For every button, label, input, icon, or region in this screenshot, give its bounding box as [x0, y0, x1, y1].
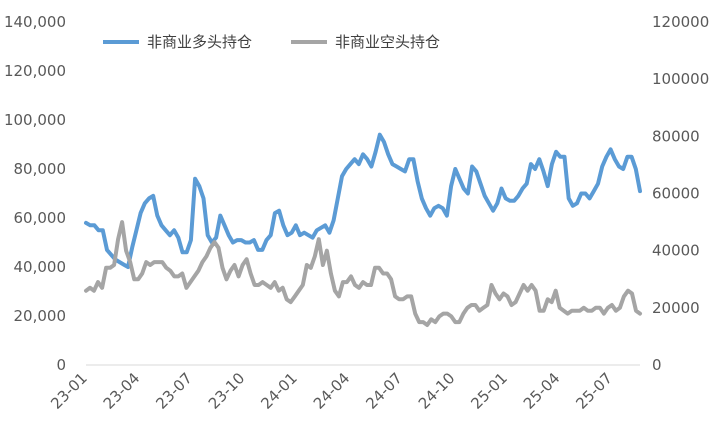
right-y-tick-label: 120000: [652, 13, 709, 31]
left-y-tick-label: 120,000: [4, 62, 66, 80]
x-tick-label: 24-10: [415, 369, 459, 413]
right-y-tick-label: 60000: [652, 185, 700, 203]
left-y-tick-label: 80,000: [14, 160, 67, 178]
left-y-tick-label: 20,000: [14, 307, 67, 325]
series-line-long: [84, 132, 642, 269]
legend-label-long: 非商业多头持仓: [147, 33, 252, 51]
x-tick-label: 24-07: [362, 369, 406, 413]
right-y-tick-label: 100000: [652, 70, 709, 88]
x-tick-label: 25-07: [572, 369, 616, 413]
right-y-tick-label: 20000: [652, 299, 700, 317]
x-tick-label: 23-10: [205, 369, 249, 413]
left-y-tick-label: 140,000: [4, 13, 66, 31]
x-tick-label: 23-07: [152, 369, 196, 413]
right-y-tick-label: 0: [652, 356, 662, 374]
x-tick-label: 23-01: [47, 369, 91, 413]
x-tick-label: 25-04: [520, 369, 564, 413]
x-axis: 23-01 23-04 23-07 23-10 24-01 24-04 24-07 24-10…: [47, 369, 616, 413]
series-line-short: [84, 220, 642, 327]
legend-label-short: 非商业空头持仓: [335, 33, 440, 51]
left-y-tick-label: 100,000: [4, 111, 66, 129]
right-y-axis: 0 20000 40000 60000 80000 100000 120000: [652, 13, 709, 374]
x-tick-label: 24-04: [310, 369, 354, 413]
x-tick-label: 25-01: [467, 369, 511, 413]
right-y-tick-label: 80000: [652, 127, 700, 145]
series-lines: [84, 132, 642, 327]
legend: 非商业多头持仓 非商业空头持仓: [103, 33, 440, 51]
left-y-axis: 0 20,000 40,000 60,000 80,000 100,000 120,000 1…: [4, 13, 66, 374]
x-tick-label: 23-04: [100, 369, 144, 413]
right-y-tick-label: 40000: [652, 242, 700, 260]
left-y-tick-label: 60,000: [14, 209, 67, 227]
x-tick-label: 24-01: [257, 369, 301, 413]
left-y-tick-label: 40,000: [14, 258, 67, 276]
left-y-tick-label: 0: [56, 356, 66, 374]
